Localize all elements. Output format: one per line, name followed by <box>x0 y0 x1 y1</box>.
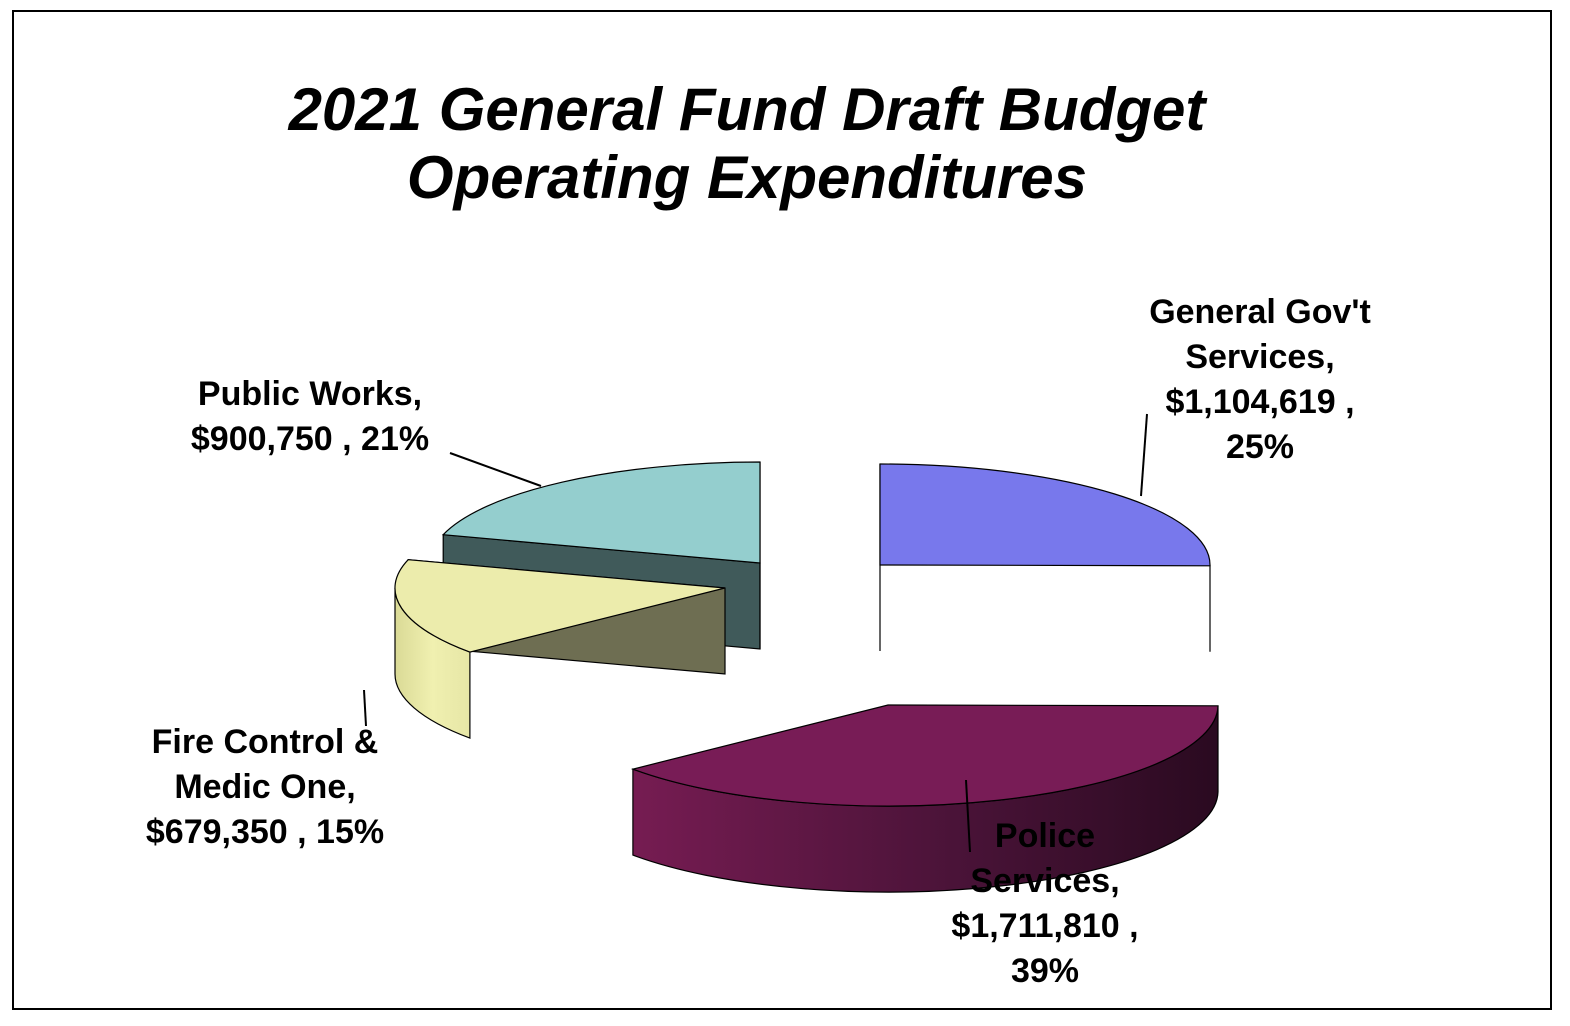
data-label-line: Services, <box>970 862 1120 900</box>
data-label-line: Services, <box>1185 338 1335 376</box>
data-label-police: Police Services, $1,711,810 , 39% <box>850 814 1240 994</box>
pie-slice-top <box>630 704 1219 807</box>
pie-slice-general-govt <box>879 463 1211 652</box>
data-label-public-works: Public Works, $900,750 , 21% <box>110 372 510 462</box>
data-label-fire-medic: Fire Control & Medic One, $679,350 , 15% <box>80 720 450 855</box>
data-label-line: Police <box>994 817 1096 855</box>
data-label-line: 39% <box>1010 952 1080 990</box>
leader-line-public-works <box>449 452 542 487</box>
pie-slice-fire-medic <box>394 559 726 739</box>
data-label-general-govt: General Gov't Services, $1,104,619 , 25% <box>1060 290 1460 470</box>
data-label-line: 25% <box>1225 428 1295 466</box>
data-label-line: Public Works, <box>197 375 423 413</box>
pie-slice-police <box>630 704 1219 893</box>
leader-line-police <box>965 779 971 853</box>
pie-slice-top <box>394 559 726 653</box>
chart-title-line2: Operating Expenditures <box>406 144 1088 211</box>
leader-line-fire-medic <box>363 689 367 727</box>
pie-slice-top <box>441 461 761 564</box>
data-label-line: $900,750 , 21% <box>190 420 430 458</box>
data-label-line: $679,350 , 15% <box>145 813 385 851</box>
data-label-line: General Gov't <box>1149 293 1371 331</box>
data-label-line: Fire Control & <box>151 723 379 761</box>
data-label-line: $1,711,810 , <box>951 907 1139 945</box>
data-label-line: $1,104,619 , <box>1165 383 1355 421</box>
chart-title: 2021 General Fund Draft Budget Operating… <box>14 76 1480 212</box>
chart-title-line1: 2021 General Fund Draft Budget <box>288 76 1206 143</box>
leader-line-general-govt <box>1140 413 1148 497</box>
pie-slice-top <box>879 463 1211 567</box>
data-label-line: Medic One, <box>174 768 356 806</box>
